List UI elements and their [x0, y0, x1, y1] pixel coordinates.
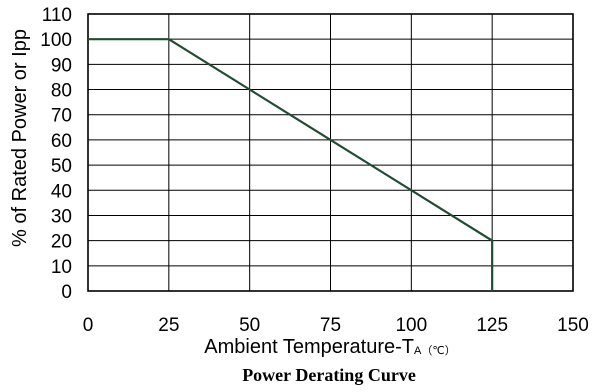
y-tick-label-10: 100 — [40, 30, 72, 51]
x-tick-label-6: 150 — [557, 315, 589, 336]
y-tick-label-11: 110 — [42, 5, 72, 26]
chart-title: Power Derating Curve — [242, 365, 416, 385]
x-axis-label-subscript: A — [414, 345, 422, 357]
x-tick-labels: 0 25 50 75 100 125 150 — [83, 315, 589, 336]
y-axis-label: % of Rated Power or Ipp — [9, 29, 31, 247]
x-axis-label-unit: （℃） — [421, 344, 455, 357]
x-tick-label-1: 25 — [158, 315, 179, 336]
x-tick-label-3: 75 — [320, 315, 341, 336]
series-layer — [87, 38, 494, 292]
x-tick-label-0: 0 — [83, 315, 94, 336]
y-tick-label-4: 40 — [51, 181, 72, 202]
y-tick-label-9: 90 — [51, 55, 72, 76]
x-tick-label-5: 125 — [476, 315, 508, 336]
y-tick-label-6: 60 — [51, 131, 72, 152]
y-tick-label-0: 0 — [61, 282, 72, 303]
y-tick-label-3: 30 — [51, 206, 72, 227]
grid-lines — [87, 13, 574, 292]
y-tick-label-5: 50 — [51, 156, 72, 177]
x-tick-label-2: 50 — [239, 315, 260, 336]
y-tick-label-7: 70 — [51, 106, 72, 127]
y-tick-labels: 0 10 20 30 40 50 60 70 80 90 100 110 — [40, 5, 72, 303]
y-tick-label-2: 20 — [51, 232, 72, 253]
x-axis-label-main: Ambient Temperature-T — [204, 336, 414, 358]
plot-border — [87, 13, 574, 292]
series-line-0 — [88, 38, 494, 291]
x-axis-label: Ambient Temperature-TA（℃） — [204, 336, 455, 358]
y-tick-label-1: 10 — [51, 257, 72, 278]
y-tick-label-8: 80 — [51, 81, 72, 102]
plot-frame — [87, 13, 574, 292]
x-tick-label-4: 100 — [395, 315, 427, 336]
